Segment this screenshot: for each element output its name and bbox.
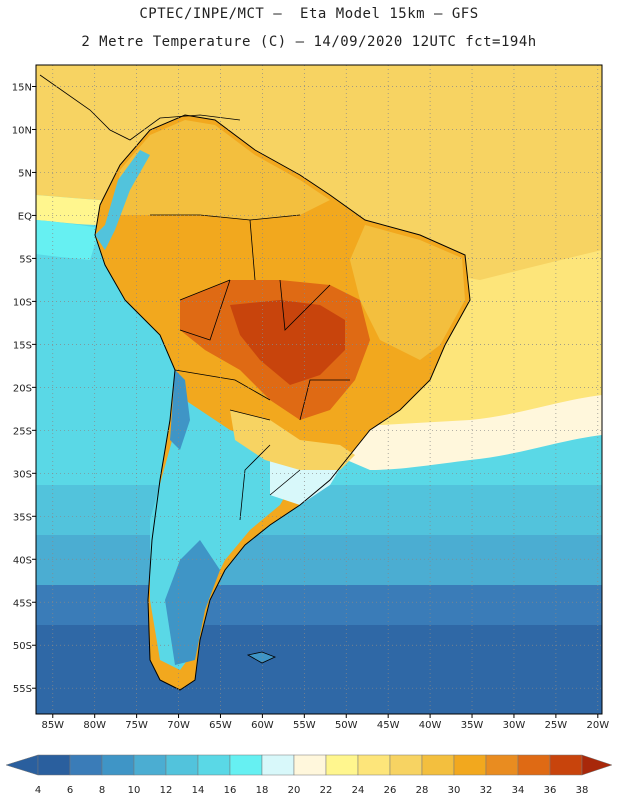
lat-label: 5N: [18, 168, 32, 179]
lat-label: 20S: [13, 383, 32, 394]
legend-tick-label: 16: [224, 785, 237, 796]
legend-tick-label: 8: [99, 785, 105, 796]
central-america-coast: [39, 74, 241, 141]
lon-label: 60W: [251, 720, 274, 731]
legend-tick-label: 6: [67, 785, 73, 796]
legend-swatch: [485, 754, 519, 776]
legend-swatch: [165, 754, 199, 776]
lat-label: 25S: [13, 426, 32, 437]
lat-label: 10N: [12, 125, 32, 136]
lat-label: 35S: [13, 512, 32, 523]
legend-swatches: [5, 754, 613, 776]
legend-swatch: [325, 754, 359, 776]
north-brazil-warm-region: [115, 120, 330, 220]
color-bar-legend: 4 6 8 10 12 14 16 18 20 22 24 26 28 30 32 34 36 38: [5, 754, 613, 796]
lat-label: EQ: [18, 211, 32, 222]
legend-tick-label: 38: [576, 785, 589, 796]
legend-tick-label: 36: [544, 785, 557, 796]
legend-tick-label: 12: [160, 785, 173, 796]
legend-tick-label: 34: [512, 785, 525, 796]
legend-swatch: [421, 754, 455, 776]
legend-tick-label: 30: [448, 785, 461, 796]
lon-label: 55W: [293, 720, 316, 731]
legend-swatch: [357, 754, 391, 776]
legend-swatch: [197, 754, 231, 776]
legend-tick-label: 28: [416, 785, 429, 796]
map-field: [36, 65, 602, 714]
legend-tick-label: 32: [480, 785, 493, 796]
legend-tick-label: 24: [352, 785, 365, 796]
legend-swatch: [69, 754, 103, 776]
lat-label: 55S: [13, 684, 32, 695]
lon-label: 30W: [503, 720, 526, 731]
lat-label: 45S: [13, 598, 32, 609]
legend-overflow-arrow: [581, 754, 613, 776]
legend-swatch: [549, 754, 583, 776]
south-brazil-region: [230, 410, 355, 470]
legend-tick-label: 20: [288, 785, 301, 796]
latitude-labels: 15N 10N 5N EQ 5S 10S 15S 20S 25S 30S 35S 40S 45S 50S 5…: [12, 82, 32, 695]
legend-tick-label: 10: [128, 785, 141, 796]
legend-swatch: [37, 754, 71, 776]
lat-label: 40S: [13, 555, 32, 566]
lat-label: 15S: [13, 340, 32, 351]
chart-title-source: CPTEC/INPE/MCT – Eta Model 15km – GFS: [139, 6, 479, 22]
lat-label: 5S: [19, 254, 32, 265]
legend-swatch: [229, 754, 263, 776]
country-borders: [150, 214, 350, 521]
legend-tick-label: 26: [384, 785, 397, 796]
legend-tick-label: 14: [192, 785, 205, 796]
lon-label: 65W: [209, 720, 232, 731]
legend-swatch: [389, 754, 423, 776]
lon-label: 70W: [167, 720, 190, 731]
lon-label: 85W: [41, 720, 64, 731]
lat-label: 50S: [13, 641, 32, 652]
lat-lon-grid: [32, 65, 602, 718]
legend-swatch: [101, 754, 135, 776]
lon-label: 40W: [419, 720, 442, 731]
lon-label: 75W: [125, 720, 148, 731]
legend-swatch: [133, 754, 167, 776]
falklands-islands: [246, 651, 277, 664]
lon-label: 25W: [545, 720, 568, 731]
legend-swatch: [261, 754, 295, 776]
chart-title-variable: 2 Metre Temperature (C) – 14/09/2020 12U…: [81, 34, 537, 50]
lon-label: 35W: [461, 720, 484, 731]
east-pacific-cold-region: [36, 220, 100, 260]
legend-tick-label: 22: [320, 785, 333, 796]
lon-label: 50W: [335, 720, 358, 731]
longitude-labels: 85W 80W 75W 70W 65W 60W 55W 50W 45W 40W 35W 30W 25W 2…: [41, 720, 609, 731]
legend-swatch: [517, 754, 551, 776]
legend-tick-labels: 4 6 8 10 12 14 16 18 20 22 24 26 28 30 32 34 36 38: [35, 785, 589, 796]
lon-label: 45W: [377, 720, 400, 731]
lon-label: 20W: [586, 720, 609, 731]
central-brazil-core: [230, 300, 345, 385]
lat-label: 15N: [12, 82, 32, 93]
andes-north: [95, 150, 150, 250]
legend-underflow-arrow: [5, 754, 39, 776]
legend-tick-label: 18: [256, 785, 269, 796]
lat-label: 30S: [13, 469, 32, 480]
legend-swatch: [293, 754, 327, 776]
legend-swatch: [453, 754, 487, 776]
lon-label: 80W: [83, 720, 106, 731]
lat-label: 10S: [13, 297, 32, 308]
legend-tick-label: 4: [35, 785, 41, 796]
map-frame: [35, 64, 603, 715]
temperature-map: 15N 10N 5N EQ 5S 10S 15S 20S 25S 30S 35S 40S 45S 50S 5…: [12, 64, 609, 731]
